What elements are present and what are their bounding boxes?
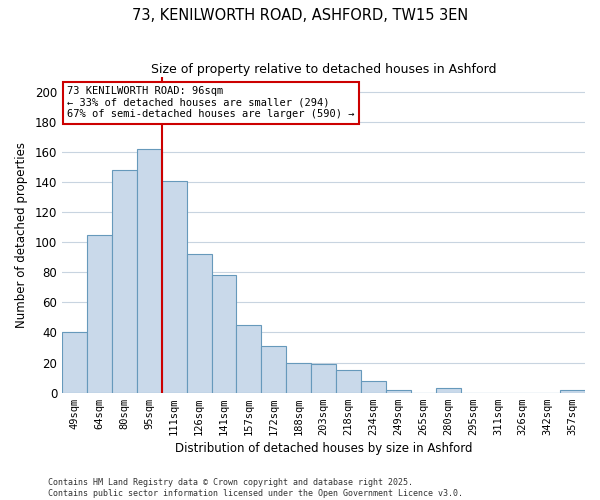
Bar xyxy=(87,234,112,392)
Text: 73 KENILWORTH ROAD: 96sqm
← 33% of detached houses are smaller (294)
67% of semi: 73 KENILWORTH ROAD: 96sqm ← 33% of detac… xyxy=(67,86,355,120)
Bar xyxy=(560,390,585,392)
X-axis label: Distribution of detached houses by size in Ashford: Distribution of detached houses by size … xyxy=(175,442,472,455)
Bar xyxy=(187,254,212,392)
Bar xyxy=(436,388,461,392)
Bar xyxy=(286,362,311,392)
Bar xyxy=(137,149,162,392)
Title: Size of property relative to detached houses in Ashford: Size of property relative to detached ho… xyxy=(151,62,496,76)
Bar xyxy=(361,380,386,392)
Bar xyxy=(212,276,236,392)
Y-axis label: Number of detached properties: Number of detached properties xyxy=(15,142,28,328)
Bar xyxy=(62,332,87,392)
Bar xyxy=(262,346,286,393)
Bar xyxy=(112,170,137,392)
Text: Contains HM Land Registry data © Crown copyright and database right 2025.
Contai: Contains HM Land Registry data © Crown c… xyxy=(48,478,463,498)
Bar xyxy=(162,180,187,392)
Bar xyxy=(236,325,262,392)
Bar xyxy=(311,364,336,392)
Text: 73, KENILWORTH ROAD, ASHFORD, TW15 3EN: 73, KENILWORTH ROAD, ASHFORD, TW15 3EN xyxy=(132,8,468,22)
Bar xyxy=(386,390,411,392)
Bar xyxy=(336,370,361,392)
